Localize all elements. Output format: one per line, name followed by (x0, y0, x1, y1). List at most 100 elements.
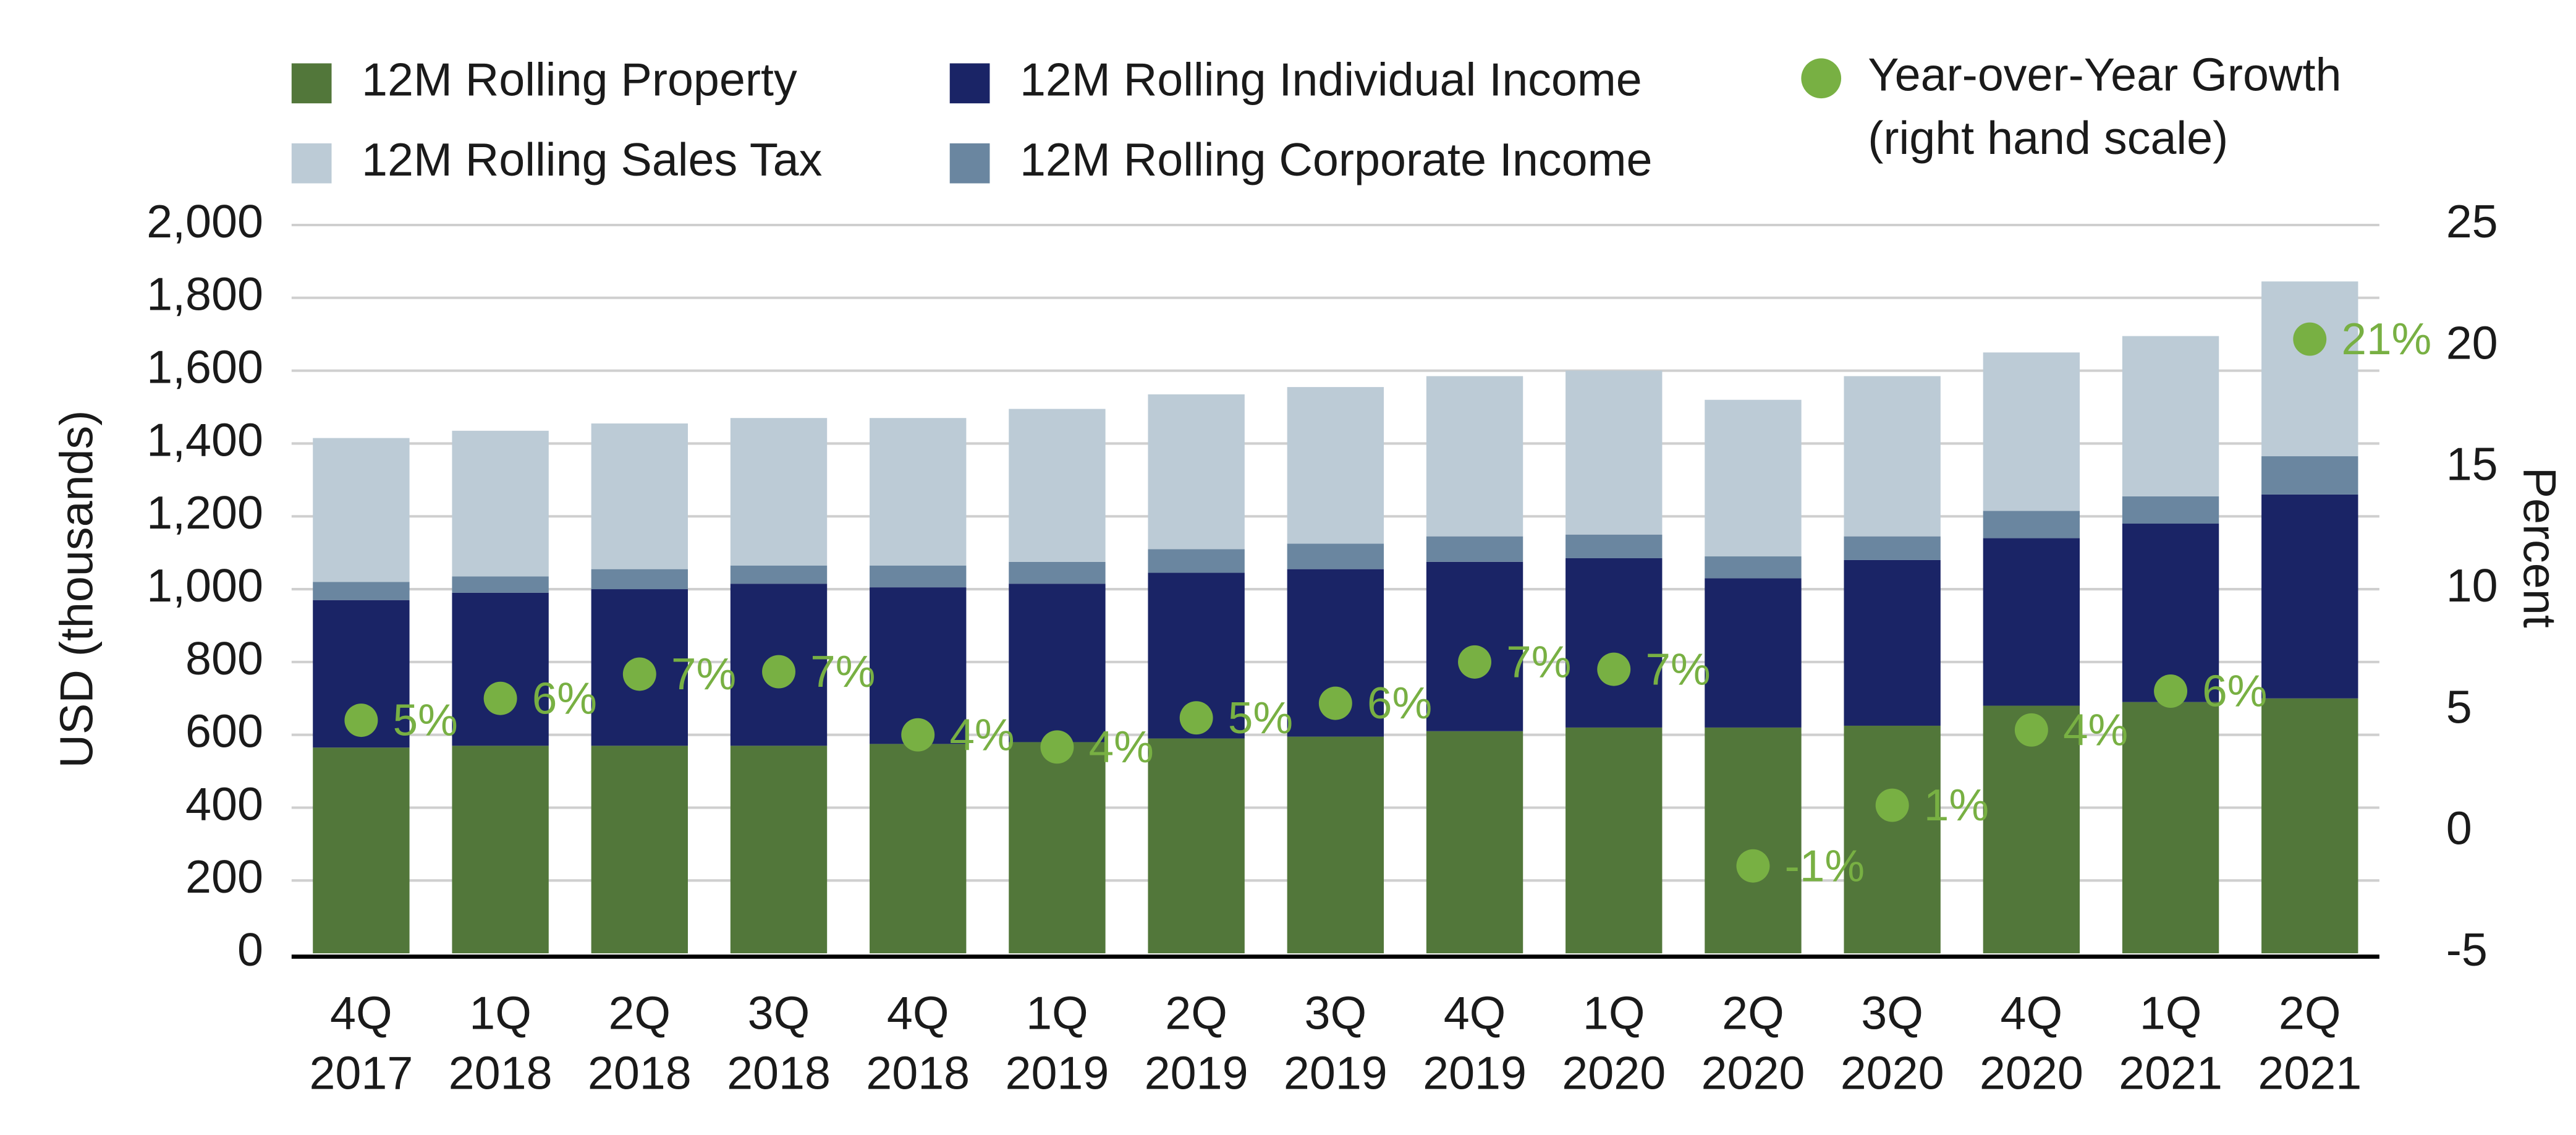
legend-note: (right hand scale) (1868, 112, 2228, 164)
legend-marker (291, 63, 332, 104)
bar-segment (2261, 494, 2358, 699)
value-label: 6% (1367, 678, 1432, 728)
x-tick-label: 2020 (1841, 1047, 1944, 1099)
bar-segment (1287, 736, 1384, 954)
bar-segment (1705, 578, 1802, 728)
x-tick-label: 2020 (1701, 1047, 1805, 1099)
x-tick-label: 4Q (887, 987, 949, 1039)
x-tick-label: 4Q (330, 987, 392, 1039)
y2-tick-label: 0 (2446, 802, 2472, 854)
bar-segment (452, 430, 549, 577)
bar-segment (730, 418, 828, 566)
bar-segment (452, 592, 549, 746)
bar-segment (1844, 536, 1941, 560)
bar-segment (1287, 543, 1384, 569)
value-label: 6% (532, 673, 597, 723)
bar-segment (313, 438, 410, 582)
bar-segment (2261, 281, 2358, 457)
bar-segment (2122, 496, 2219, 524)
y-tick-label: 400 (185, 778, 263, 830)
value-label: 7% (810, 647, 875, 697)
x-tick-label: 2020 (1562, 1047, 1666, 1099)
growth-dot (1179, 701, 1213, 735)
x-tick-label: 2021 (2258, 1047, 2362, 1099)
y-tick-label: 2,000 (146, 195, 263, 247)
bar-segment (1566, 727, 1663, 954)
x-tick-label: 2020 (1980, 1047, 2083, 1099)
x-tick-label: 3Q (748, 987, 810, 1039)
bar-segment (591, 423, 688, 569)
growth-dot (2293, 322, 2327, 356)
x-tick-label: 2017 (309, 1047, 413, 1099)
bar-segment (730, 746, 828, 954)
y2-axis-title: Percent (2514, 467, 2565, 628)
legend-marker (1801, 58, 1842, 99)
value-label: -1% (1785, 841, 1865, 891)
bar-segment (313, 582, 410, 600)
value-label: 4% (2063, 705, 2128, 755)
x-tick-label: 1Q (1026, 987, 1088, 1039)
growth-dot (483, 681, 517, 715)
x-tick-label: 2019 (1423, 1047, 1527, 1099)
bar-segment (730, 565, 828, 584)
value-label: 4% (1089, 722, 1154, 772)
bar-segment (1705, 556, 1802, 579)
x-tick-label: 2019 (1145, 1047, 1248, 1099)
y-tick-label: 1,800 (146, 268, 263, 320)
x-tick-label: 2018 (588, 1047, 692, 1099)
bar-segment (1983, 352, 2080, 511)
x-tick-label: 1Q (469, 987, 532, 1039)
bar-segment (1148, 549, 1245, 573)
y-axis-title: USD (thousands) (50, 410, 102, 768)
bar-segment (452, 576, 549, 593)
growth-dot (344, 704, 378, 738)
x-tick-label: 2019 (1005, 1047, 1109, 1099)
bar-segment (870, 418, 967, 566)
bar-segment (1844, 725, 1941, 954)
bar-segment (870, 587, 967, 744)
y-tick-label: 600 (185, 705, 263, 757)
legend-marker (949, 63, 990, 104)
growth-dot (762, 655, 795, 689)
bar-segment (2122, 336, 2219, 496)
value-label: 7% (1506, 637, 1571, 687)
value-label: 7% (671, 649, 736, 699)
y2-tick-label: 5 (2446, 681, 2472, 733)
y2-tick-label: -5 (2446, 924, 2488, 976)
y-tick-label: 1,000 (146, 559, 263, 611)
y2-tick-label: 10 (2446, 559, 2498, 611)
x-tick-label: 4Q (1444, 987, 1506, 1039)
y2-tick-label: 20 (2446, 317, 2498, 368)
y-tick-label: 0 (237, 924, 263, 976)
y-tick-label: 1,200 (146, 487, 263, 538)
x-tick-label: 2018 (449, 1047, 553, 1099)
bar-segment (2261, 698, 2358, 954)
x-tick-label: 1Q (2140, 987, 2202, 1039)
bar-segment (1566, 534, 1663, 558)
bar-segment (1009, 742, 1106, 954)
y-tick-label: 800 (185, 632, 263, 684)
x-tick-label: 1Q (1583, 987, 1645, 1039)
bar-segment (870, 744, 967, 954)
bar-segment (1566, 370, 1663, 535)
growth-dot (622, 657, 656, 691)
bar-segment (1148, 738, 1245, 954)
growth-dot (2014, 713, 2048, 747)
legend-label: 12M Rolling Sales Tax (362, 134, 822, 185)
x-tick-label: 2Q (1165, 987, 1227, 1039)
growth-dot (1875, 788, 1909, 822)
x-tick-label: 3Q (1304, 987, 1366, 1039)
x-tick-label: 2Q (2279, 987, 2341, 1039)
bar-segment (313, 747, 410, 954)
bar-segment (1426, 376, 1523, 537)
value-label: 6% (2202, 666, 2267, 716)
legend-label: 12M Rolling Individual Income (1020, 54, 1642, 106)
y-tick-label: 200 (185, 851, 263, 903)
growth-dot (901, 718, 935, 752)
bar-segment (1705, 399, 1802, 557)
bar-segment (1009, 409, 1106, 562)
bar-segment (1844, 376, 1941, 537)
bar-segment (1287, 387, 1384, 544)
bar-segment (1705, 727, 1802, 954)
